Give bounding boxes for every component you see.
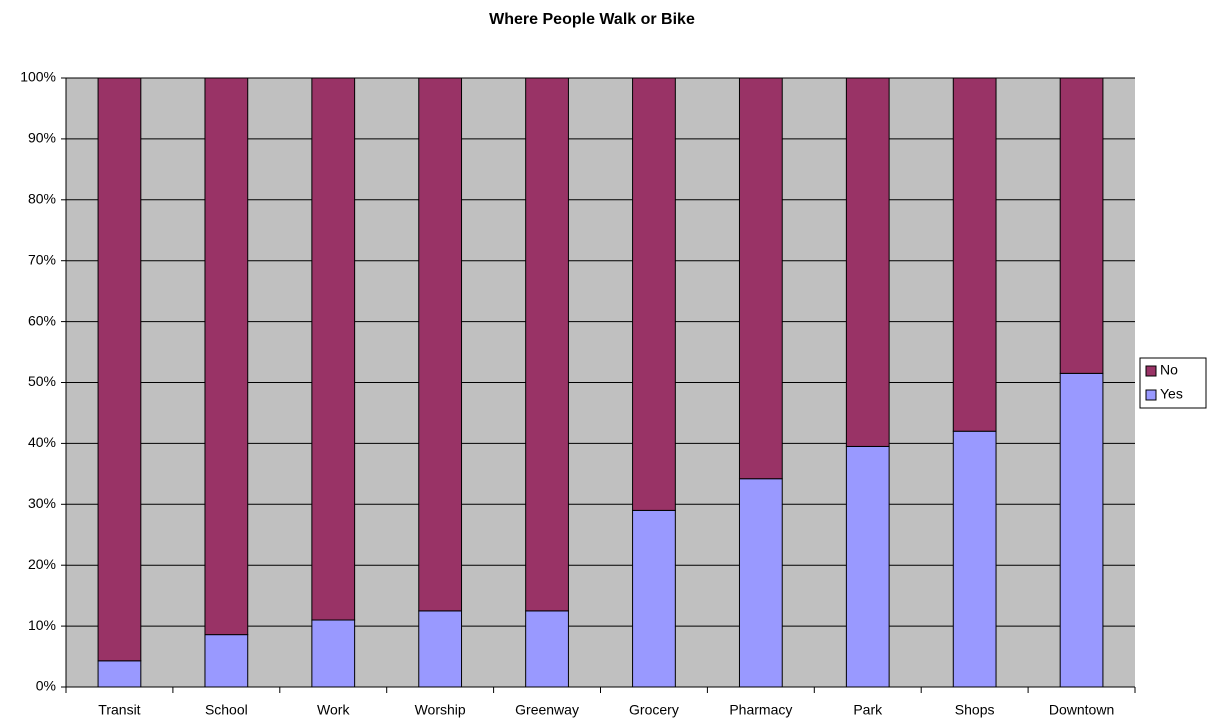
bar-segment [525, 77, 569, 612]
legend-label: No [1160, 362, 1178, 378]
bar-segment [1059, 372, 1104, 688]
bar-segment [952, 77, 997, 432]
x-tick-label: Transit [98, 702, 140, 718]
chart-title: Where People Walk or Bike [489, 11, 695, 28]
x-tick-label: Pharmacy [729, 702, 792, 718]
x-tick-label: Work [317, 702, 350, 718]
x-tick-label: Shops [955, 702, 995, 718]
y-tick-label: 10% [28, 617, 56, 633]
bar-segment [204, 634, 249, 688]
y-tick-label: 90% [28, 130, 56, 146]
bar-segment [738, 478, 783, 688]
bar-segment [97, 660, 142, 688]
legend-swatch [1145, 365, 1157, 377]
y-tick-label: 20% [28, 556, 56, 572]
y-tick-label: 100% [20, 69, 56, 85]
y-tick-label: 30% [28, 495, 56, 511]
bar-segment [738, 77, 783, 480]
y-tick-label: 0% [36, 678, 56, 694]
x-tick-label: Downtown [1049, 702, 1114, 718]
bar-segment [97, 77, 142, 662]
y-tick-label: 60% [28, 312, 56, 328]
bar-segment [845, 77, 890, 447]
bar-segment [525, 610, 569, 688]
y-tick-label: 80% [28, 191, 56, 207]
legend-swatch [1145, 389, 1157, 401]
x-tick-label: Grocery [629, 702, 679, 718]
bar-segment [418, 610, 463, 688]
bar-segment [845, 445, 890, 688]
bar-segment [1059, 77, 1104, 374]
bar-segment [632, 509, 676, 688]
x-tick-label: Park [853, 702, 883, 718]
bar-segment [204, 77, 249, 636]
x-tick-label: Greenway [515, 702, 579, 718]
x-tick-label: School [205, 702, 248, 718]
bar-segment [418, 77, 463, 612]
bar-segment [311, 77, 356, 621]
bar-segment [311, 619, 356, 688]
legend-label: Yes [1160, 386, 1183, 402]
bar-segment [952, 430, 997, 688]
y-tick-label: 70% [28, 251, 56, 267]
y-tick-label: 40% [28, 434, 56, 450]
bar-segment [632, 77, 676, 511]
y-tick-label: 50% [28, 373, 56, 389]
x-tick-label: Worship [415, 702, 466, 718]
